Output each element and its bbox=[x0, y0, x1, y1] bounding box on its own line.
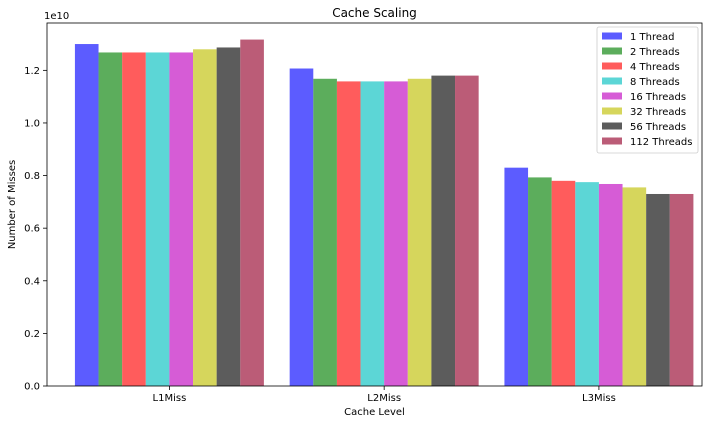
axes-layer bbox=[43, 22, 703, 390]
bar-l1miss-series-4 bbox=[169, 52, 194, 387]
bar-l2miss-series-7 bbox=[455, 75, 479, 387]
bar-l3miss-series-3 bbox=[575, 182, 599, 386]
bar-l2miss-series-5 bbox=[407, 78, 432, 387]
y-tick-label: 0.6 bbox=[24, 224, 40, 235]
legend-swatch-1 bbox=[602, 47, 622, 55]
x-axis-label: Cache Level bbox=[344, 407, 405, 418]
bar-l2miss-series-0 bbox=[289, 68, 314, 386]
bar-l2miss-series-4 bbox=[384, 81, 408, 387]
y-tick-label: 0.0 bbox=[24, 382, 40, 393]
legend-label-5: 32 Threads bbox=[630, 107, 686, 118]
bar-l2miss-series-3 bbox=[360, 81, 385, 387]
chart-title: Cache Scaling bbox=[332, 6, 417, 20]
y-tick-label: 1.2 bbox=[24, 66, 40, 77]
y-tick-label: 0.8 bbox=[24, 171, 40, 182]
legend-box bbox=[596, 26, 699, 154]
bar-l2miss-series-2 bbox=[336, 81, 361, 387]
x-tick-label-l2miss: L2Miss bbox=[367, 393, 401, 404]
legend: 1 Thread 2 Threads 4 Threads 8 Threads 16 Th… bbox=[596, 26, 699, 154]
legend-swatch-7 bbox=[602, 137, 622, 145]
y-tick-label: 0.2 bbox=[24, 329, 40, 340]
bars-layer bbox=[74, 39, 694, 387]
legend-swatch-5 bbox=[602, 107, 622, 115]
legend-swatch-6 bbox=[602, 122, 622, 130]
bar-l3miss-series-4 bbox=[598, 183, 623, 386]
bar-l3miss-series-5 bbox=[622, 187, 647, 386]
labels-layer: L1Miss L2Miss L3Miss 0.0 0.2 0.4 0.6 0.8 1.0 1.2 1… bbox=[7, 6, 616, 418]
bar-l1miss-series-2 bbox=[122, 52, 146, 387]
bar-l3miss-series-0 bbox=[504, 167, 529, 386]
legend-label-6: 56 Threads bbox=[630, 122, 686, 133]
legend-label-3: 8 Threads bbox=[630, 77, 680, 88]
bar-l1miss-series-0 bbox=[74, 44, 99, 386]
bar-l3miss-series-1 bbox=[528, 177, 552, 386]
legend-swatch-2 bbox=[602, 62, 622, 70]
y-scale-label: 1e10 bbox=[44, 11, 69, 22]
bar-l1miss-series-3 bbox=[145, 52, 170, 387]
bar-l1miss-series-6 bbox=[216, 47, 241, 387]
plot-frame bbox=[46, 22, 703, 387]
legend-label-7: 112 Threads bbox=[630, 137, 692, 148]
x-tick-label-l3miss: L3Miss bbox=[582, 393, 616, 404]
bar-l3miss-series-2 bbox=[551, 180, 576, 386]
legend-swatch-4 bbox=[602, 92, 622, 100]
legend-label-2: 4 Threads bbox=[630, 62, 680, 73]
legend-swatch-3 bbox=[602, 77, 622, 85]
legend-label-1: 2 Threads bbox=[630, 47, 680, 58]
bar-l1miss-series-1 bbox=[98, 52, 123, 387]
x-tick-label-l1miss: L1Miss bbox=[153, 393, 187, 404]
bar-l1miss-series-7 bbox=[240, 39, 264, 386]
bar-l3miss-series-6 bbox=[646, 193, 670, 386]
bar-l1miss-series-5 bbox=[193, 49, 217, 387]
y-tick-label: 1.0 bbox=[24, 118, 40, 129]
bar-l3miss-series-7 bbox=[669, 193, 694, 386]
y-tick-label: 0.4 bbox=[24, 276, 40, 287]
legend-label-0: 1 Thread bbox=[630, 32, 675, 43]
legend-swatch-0 bbox=[602, 32, 622, 40]
legend-label-4: 16 Threads bbox=[630, 92, 686, 103]
y-axis-label: Number of Misses bbox=[7, 160, 18, 249]
bar-l2miss-series-6 bbox=[431, 75, 456, 387]
bar-l2miss-series-1 bbox=[313, 78, 337, 387]
